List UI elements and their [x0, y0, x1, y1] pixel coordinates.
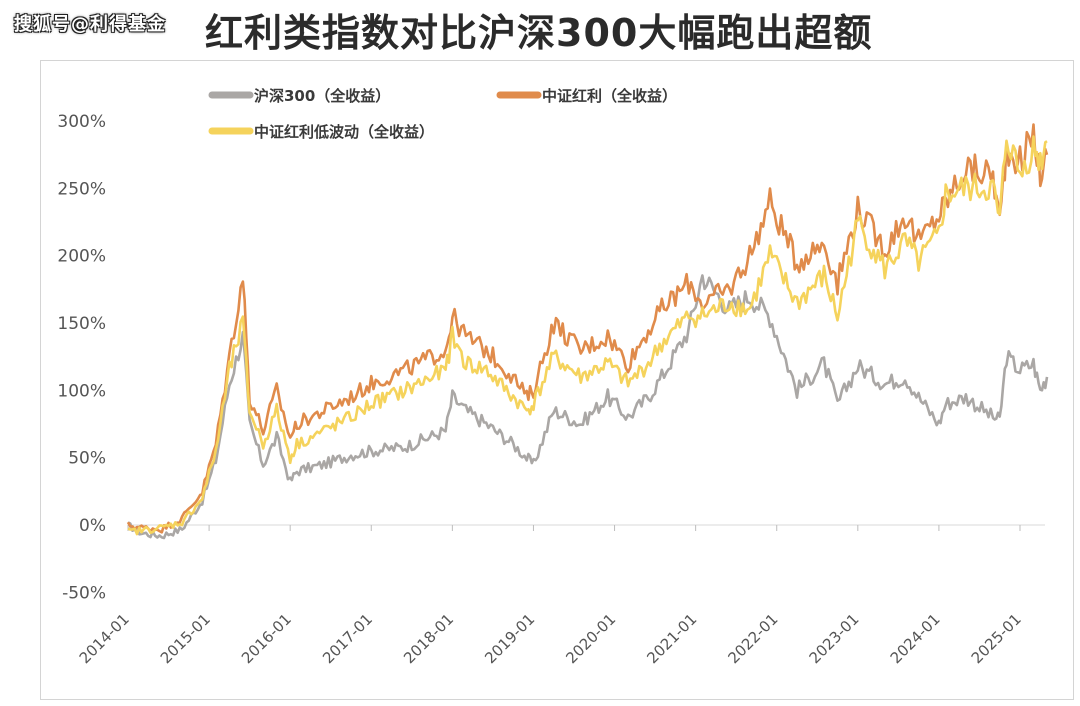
- x-tick-label: 2017-01: [319, 610, 376, 667]
- legend-label: 中证红利低波动（全收益）: [254, 123, 434, 141]
- y-tick-label: 100%: [57, 381, 106, 401]
- y-tick-label: 150%: [57, 314, 106, 334]
- chart-frame: [40, 60, 1074, 700]
- x-tick-label: 2016-01: [238, 610, 295, 667]
- y-tick-label: 250%: [57, 179, 106, 199]
- series-line: [127, 274, 1049, 540]
- x-tick-label: 2024-01: [887, 610, 944, 667]
- legend: 沪深300（全收益） 中证红利（全收益） 中证红利低波动（全收益）: [208, 87, 677, 141]
- x-tick-label: 2020-01: [562, 610, 619, 667]
- y-tick-label: 300%: [57, 112, 106, 132]
- chart-title: 红利类指数对比沪深300大幅跑出超额: [205, 11, 873, 55]
- x-tick-label: 2014-01: [76, 610, 133, 667]
- x-tick-label: 2018-01: [400, 610, 457, 667]
- x-tick-label: 2022-01: [725, 610, 782, 667]
- x-tick-label: 2025-01: [968, 610, 1025, 667]
- legend-label: 中证红利（全收益）: [542, 87, 677, 105]
- x-tick-label: 2023-01: [806, 610, 863, 667]
- series-lines: [126, 123, 1049, 540]
- y-tick-label: 0%: [79, 516, 106, 536]
- series-line: [127, 135, 1048, 536]
- x-tick-label: 2021-01: [643, 610, 700, 667]
- y-tick-label: 50%: [68, 449, 106, 469]
- x-tick-label: 2015-01: [157, 610, 214, 667]
- series-line: [126, 123, 1049, 534]
- x-axis: 2014-01 2015-01 2016-01 2017-01 2018-01 2019-…: [76, 525, 1025, 667]
- legend-label: 沪深300（全收益）: [254, 87, 390, 105]
- y-axis-ticks: -50% 0% 50% 100% 150% 200% 250% 300%: [57, 112, 106, 603]
- watermark: 搜狐号@利得基金: [14, 14, 166, 35]
- y-tick-label: -50%: [62, 583, 106, 603]
- x-tick-label: 2019-01: [481, 610, 538, 667]
- y-tick-label: 200%: [57, 247, 106, 267]
